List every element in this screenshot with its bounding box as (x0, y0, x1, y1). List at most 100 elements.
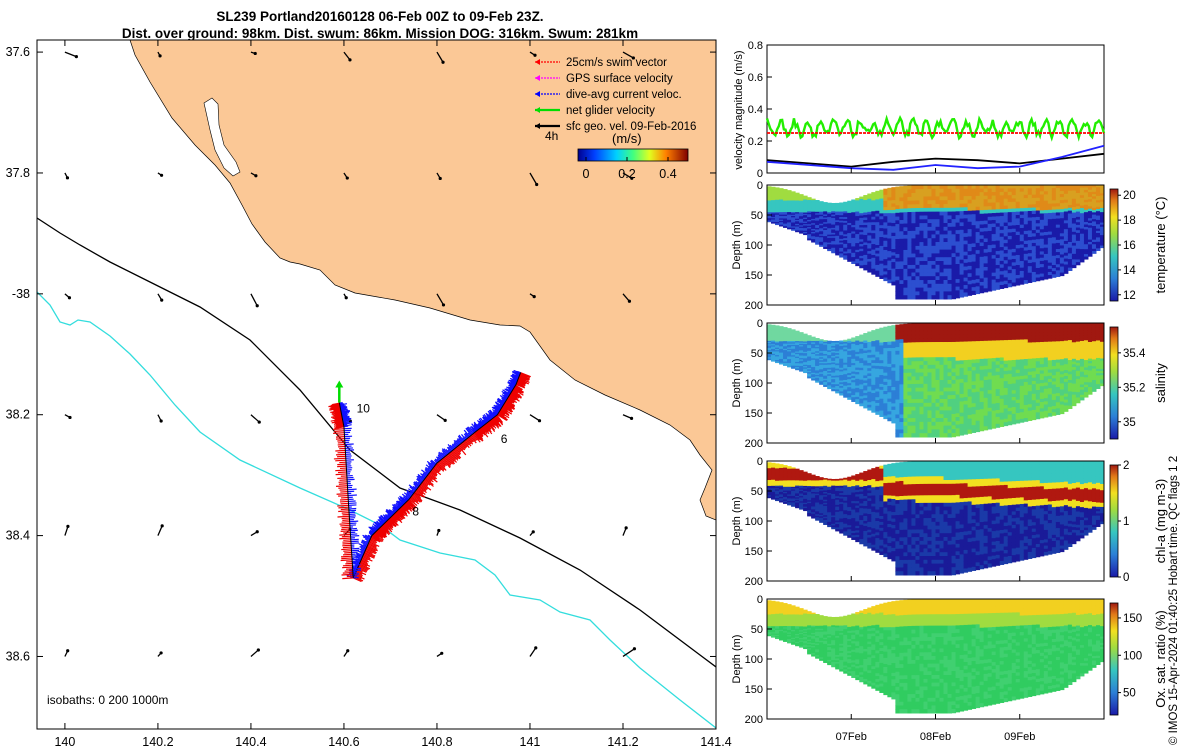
section-cell (923, 291, 928, 296)
section-cell (767, 326, 772, 329)
legend-arrowhead (535, 75, 540, 81)
section-cell (847, 375, 852, 378)
section-cell (927, 223, 932, 228)
section-cell (843, 218, 848, 222)
section-cell (823, 381, 828, 384)
section-cell (787, 227, 792, 230)
section-cell (827, 367, 832, 370)
section-cell (967, 221, 973, 226)
section-cell (847, 379, 852, 382)
section-cell (863, 380, 868, 384)
section-cell (1079, 251, 1085, 255)
section-cell (1007, 198, 1013, 203)
section-cell (1027, 269, 1033, 274)
section-cell (771, 339, 776, 342)
swim-vector (426, 475, 433, 481)
section-cell (991, 258, 997, 263)
section-cell (835, 218, 840, 221)
section-cell (947, 342, 953, 347)
section-cell (911, 196, 916, 202)
section-cell (959, 233, 965, 238)
section-cell (827, 237, 832, 240)
section-cell (1055, 227, 1061, 232)
section-cell (783, 218, 788, 221)
section-cell (951, 268, 957, 273)
section-cell (1031, 191, 1037, 196)
section-cell (771, 220, 776, 223)
section-cell (1003, 208, 1009, 213)
section-cell (1011, 248, 1017, 253)
section-cell (947, 361, 953, 366)
section-cell (943, 433, 949, 438)
swim-vector (330, 405, 341, 409)
section-cell (1083, 246, 1089, 250)
swim-vector (341, 535, 351, 538)
section-cell (987, 185, 993, 190)
section-cell (1083, 254, 1089, 258)
section-cell (927, 387, 932, 392)
section-cell (939, 264, 945, 270)
section-cell (843, 347, 848, 350)
swim-vector (419, 484, 428, 491)
geo-velocity-arrowhead (159, 419, 163, 423)
section-cell (843, 376, 848, 379)
swim-vector (472, 433, 481, 443)
section-cell (911, 327, 916, 332)
section-cell (795, 226, 800, 229)
section-cell (875, 236, 880, 240)
section-cell (939, 383, 945, 389)
swim-vector (371, 534, 378, 541)
section-cell (911, 280, 916, 285)
section-cell (935, 402, 941, 408)
section-cell (947, 349, 953, 354)
section-cell (1095, 230, 1101, 234)
section-cell (887, 398, 892, 403)
section-cell (907, 399, 912, 404)
swim-vector (501, 406, 509, 412)
section-cell (927, 185, 932, 190)
section-cell (927, 192, 932, 197)
section-cell (783, 205, 788, 208)
section-cell (911, 368, 916, 374)
section-cell (935, 287, 941, 292)
current-vector (339, 405, 346, 408)
section-cell (791, 192, 796, 195)
section-cell (859, 339, 864, 343)
section-cell (795, 204, 800, 207)
section-cell (995, 188, 1001, 193)
section-cell (919, 364, 924, 370)
section-cell (823, 369, 828, 372)
section-cell (903, 338, 908, 344)
geo-velocity-arrowhead (66, 524, 70, 529)
section-cell (1067, 204, 1073, 209)
section-cell (931, 406, 936, 411)
section-cell (803, 196, 808, 199)
section-cell (891, 344, 896, 349)
section-cell (815, 239, 820, 242)
section-cell (967, 280, 973, 285)
swim-vector (508, 396, 516, 401)
current-vector (478, 420, 484, 427)
section-cell (987, 273, 993, 278)
swim-vector (339, 522, 350, 525)
section-cell (875, 388, 880, 393)
section-cell (1011, 218, 1017, 223)
section-cell (779, 360, 784, 362)
section-cell (1019, 280, 1025, 285)
section-cell (767, 331, 772, 334)
section-cell (939, 345, 945, 351)
current-vector (342, 416, 349, 419)
section-cell (995, 264, 1001, 269)
current-vector (403, 496, 409, 502)
section-cell (875, 222, 880, 226)
section-cell (903, 425, 908, 430)
swim-vector (502, 405, 513, 413)
current-vector (476, 423, 481, 429)
section-cell (915, 418, 920, 423)
section-cell (831, 237, 836, 240)
section-cell (831, 247, 836, 250)
section-cell (947, 410, 953, 415)
section-cell (1031, 278, 1037, 283)
section-cell (1059, 257, 1065, 261)
